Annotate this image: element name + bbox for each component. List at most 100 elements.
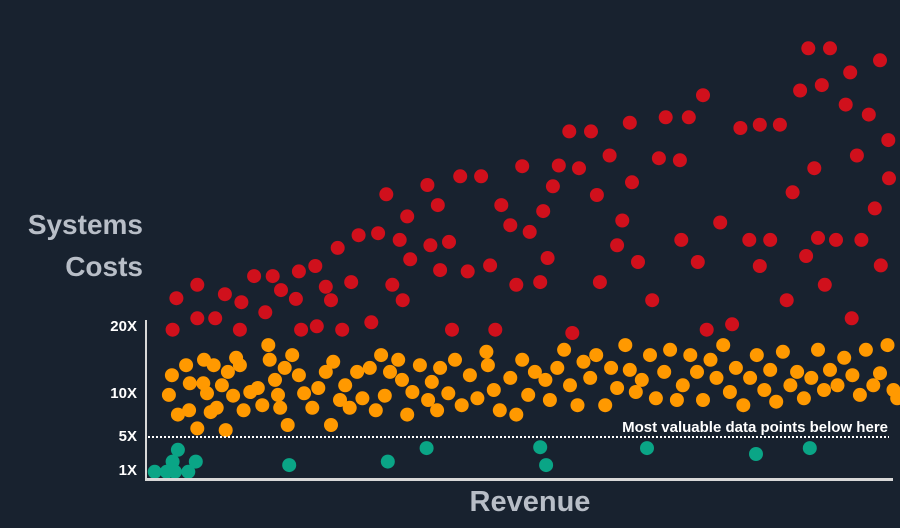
high-cost-point: [849, 148, 864, 163]
high-cost-point: [799, 249, 814, 263]
mid-cost-point: [486, 383, 501, 397]
y-axis-label-line2: Costs: [65, 251, 143, 282]
high-cost-point: [814, 78, 829, 93]
high-cost-point: [807, 161, 822, 176]
high-cost-point: [873, 258, 888, 273]
mid-cost-point: [164, 368, 179, 383]
high-cost-point: [274, 283, 288, 298]
mid-cost-point: [583, 370, 598, 385]
mid-cost-point: [179, 358, 194, 373]
high-cost-point: [690, 255, 705, 269]
high-cost-point: [829, 232, 843, 247]
x-axis-label: Revenue: [469, 486, 591, 518]
mid-cost-point: [811, 342, 825, 357]
low-cost-point: [282, 458, 297, 473]
high-cost-point: [364, 315, 379, 330]
high-cost-point: [460, 264, 475, 279]
mid-cost-point: [479, 344, 494, 359]
high-cost-point: [592, 275, 607, 290]
high-cost-point: [379, 187, 394, 202]
high-cost-point: [165, 322, 180, 337]
low-cost-point: [533, 440, 548, 455]
low-cost-point: [419, 441, 434, 456]
low-cost-point: [749, 447, 763, 461]
high-cost-point: [330, 240, 345, 255]
mid-cost-point: [305, 400, 320, 415]
high-cost-point: [288, 291, 303, 306]
mid-cost-point: [492, 403, 507, 418]
mid-cost-point: [823, 362, 837, 377]
high-cost-point: [294, 322, 309, 337]
mid-cost-point: [675, 378, 690, 393]
high-cost-point: [483, 258, 498, 273]
mid-cost-point: [845, 368, 860, 383]
high-cost-point: [651, 151, 666, 166]
mid-cost-point: [716, 338, 731, 353]
mid-cost-point: [604, 360, 619, 375]
high-cost-point: [474, 169, 489, 184]
high-cost-point: [625, 175, 639, 190]
high-cost-point: [602, 148, 617, 163]
mid-cost-point: [563, 378, 577, 393]
mid-cost-point: [722, 385, 737, 399]
mid-cost-point: [255, 398, 270, 413]
high-cost-point: [395, 293, 410, 308]
mid-cost-point: [557, 342, 572, 357]
mid-cost-point: [515, 352, 530, 367]
mid-cost-point: [709, 370, 724, 385]
mid-cost-point: [757, 383, 772, 397]
mid-cost-point: [326, 354, 341, 369]
mid-cost-point: [218, 423, 233, 438]
mid-cost-point: [261, 338, 276, 353]
high-cost-point: [169, 291, 184, 306]
high-cost-point: [645, 293, 660, 308]
y-tick-1x: 1X: [118, 462, 137, 479]
mid-cost-point: [454, 398, 469, 413]
high-cost-point: [763, 232, 778, 247]
mid-cost-point: [220, 364, 235, 379]
mid-cost-point: [890, 391, 900, 406]
high-cost-point: [232, 322, 247, 337]
high-cost-point: [403, 252, 418, 267]
high-cost-point: [309, 319, 324, 334]
mid-cost-point: [527, 364, 542, 379]
mid-cost-point: [297, 386, 312, 401]
high-cost-point: [318, 279, 333, 294]
high-cost-point: [351, 228, 366, 243]
high-cost-point: [882, 171, 896, 186]
mid-cost-point: [200, 386, 214, 401]
mid-cost-point: [703, 352, 718, 367]
low-cost-point: [147, 464, 162, 479]
high-cost-point: [445, 322, 459, 337]
mid-cost-point: [424, 374, 439, 389]
high-cost-point: [247, 269, 262, 284]
mid-cost-point: [236, 403, 251, 418]
high-cost-point: [308, 259, 323, 273]
mid-cost-point: [421, 393, 436, 407]
mid-cost-point: [576, 354, 591, 369]
high-cost-point: [562, 124, 577, 139]
data-points: [147, 41, 900, 479]
mid-cost-point: [634, 372, 649, 387]
high-cost-point: [533, 275, 548, 290]
mid-cost-point: [277, 360, 292, 375]
mid-cost-point: [291, 368, 306, 383]
mid-cost-point: [622, 362, 637, 377]
high-cost-point: [494, 198, 509, 213]
high-cost-point: [503, 218, 518, 233]
high-cost-point: [392, 232, 407, 247]
high-cost-point: [208, 311, 223, 326]
high-cost-point: [584, 124, 598, 139]
mid-cost-point: [441, 386, 456, 401]
mid-cost-point: [462, 368, 477, 383]
high-cost-point: [509, 277, 524, 292]
mid-cost-point: [182, 403, 197, 418]
mid-cost-point: [736, 398, 751, 413]
high-cost-point: [335, 322, 350, 337]
mid-cost-point: [521, 387, 536, 402]
high-cost-point: [752, 117, 767, 132]
y-tick-10x: 10X: [110, 385, 137, 402]
mid-cost-point: [657, 364, 672, 379]
mid-cost-point: [273, 400, 288, 415]
